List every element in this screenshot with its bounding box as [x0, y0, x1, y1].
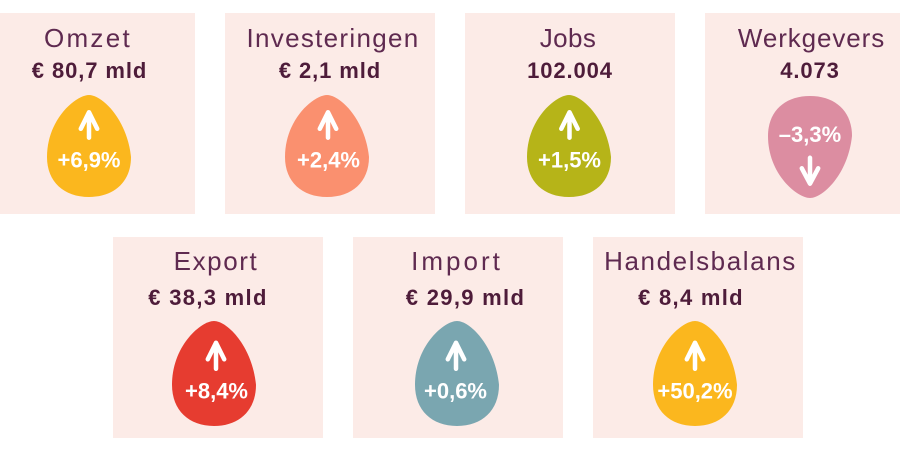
svg-text:+50,2%: +50,2% — [657, 379, 732, 404]
svg-text:+2,4%: +2,4% — [297, 147, 360, 172]
svg-text:–3,3%: –3,3% — [779, 122, 841, 147]
svg-text:+6,9%: +6,9% — [58, 147, 121, 172]
svg-text:+0,6%: +0,6% — [424, 379, 487, 404]
svg-text:+1,5%: +1,5% — [538, 147, 601, 172]
svg-text:+8,4%: +8,4% — [185, 379, 248, 404]
